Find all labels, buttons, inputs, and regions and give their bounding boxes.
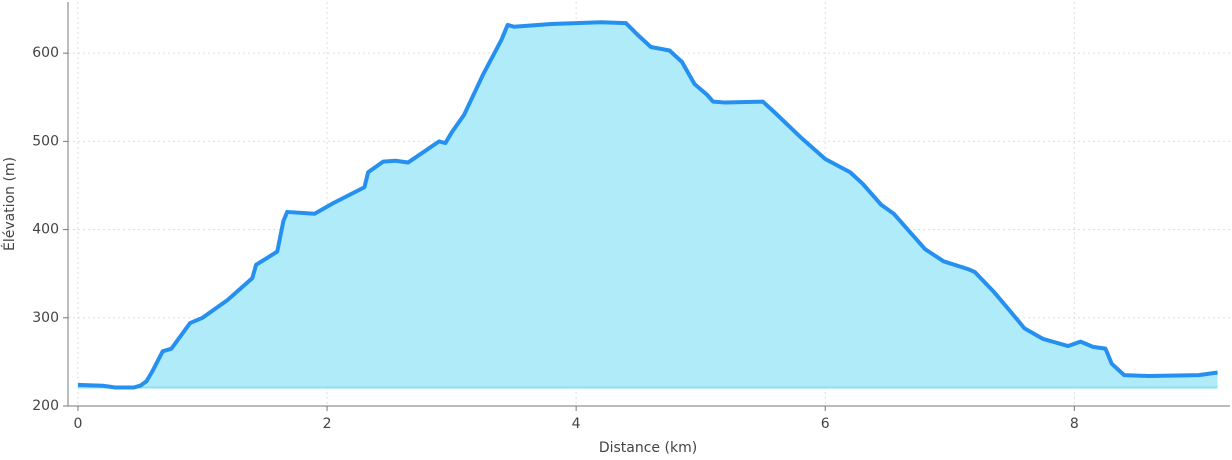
x-tick-label: 4 xyxy=(572,416,581,432)
x-tick-label: 6 xyxy=(821,416,830,432)
y-tick-label: 400 xyxy=(32,222,59,238)
y-axis-label: Élévation (m) xyxy=(1,157,18,251)
x-tick-label: 8 xyxy=(1070,416,1079,432)
y-tick-label: 500 xyxy=(32,133,59,149)
elevation-line xyxy=(77,20,1218,390)
x-tick-label: 2 xyxy=(323,416,332,432)
area-fill xyxy=(77,22,1218,388)
x-tick-label: 0 xyxy=(74,416,83,432)
y-tick-label: 600 xyxy=(32,45,59,61)
x-axis-label: Distance (km) xyxy=(599,440,697,456)
y-tick-label: 300 xyxy=(32,310,59,326)
y-tick-label: 200 xyxy=(32,398,59,414)
